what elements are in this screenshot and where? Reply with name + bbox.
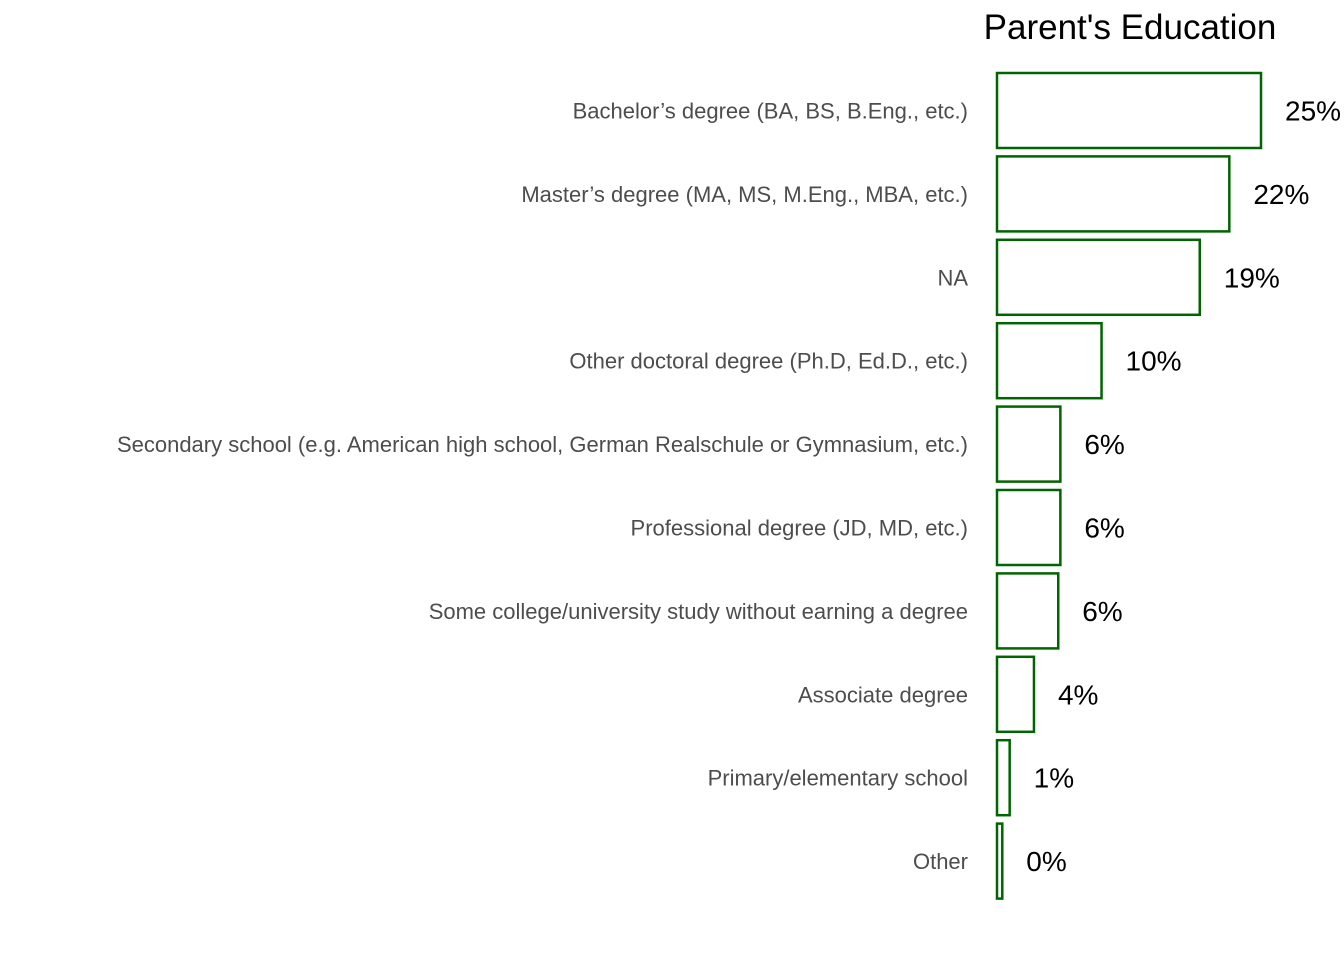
bar [995,238,1202,317]
bars-group: Bachelor’s degree (BA, BS, B.Eng., etc.)… [117,71,1341,900]
bar [995,822,1004,900]
value-label: 25% [1285,96,1341,127]
category-label: Secondary school (e.g. American high sch… [117,432,968,457]
value-label: 4% [1058,679,1098,710]
value-label: 19% [1224,262,1280,293]
value-label: 10% [1126,346,1182,377]
bar [995,321,1103,400]
bar [995,738,1011,817]
category-label: Associate degree [798,682,968,707]
value-label: 1% [1034,763,1074,794]
value-label: 6% [1084,429,1124,460]
category-label: Bachelor’s degree (BA, BS, B.Eng., etc.) [573,99,968,124]
category-label: Some college/university study without ea… [429,599,968,624]
category-label: Master’s degree (MA, MS, M.Eng., MBA, et… [521,182,968,207]
bar [995,655,1036,734]
bar [995,572,1060,650]
bar [995,71,1263,150]
bar [995,155,1231,233]
category-label: NA [937,265,968,290]
bar [995,405,1062,483]
category-label: Professional degree (JD, MD, etc.) [631,516,968,541]
value-label: 6% [1084,513,1124,544]
value-label: 6% [1082,596,1122,627]
category-label: Other doctoral degree (Ph.D, Ed.D., etc.… [569,349,968,374]
value-label: 0% [1026,846,1066,877]
category-label: Primary/elementary school [708,766,968,791]
category-label: Other [913,849,968,874]
bar [995,488,1062,567]
chart-title: Parent's Education [984,8,1277,47]
value-label: 22% [1253,179,1309,210]
